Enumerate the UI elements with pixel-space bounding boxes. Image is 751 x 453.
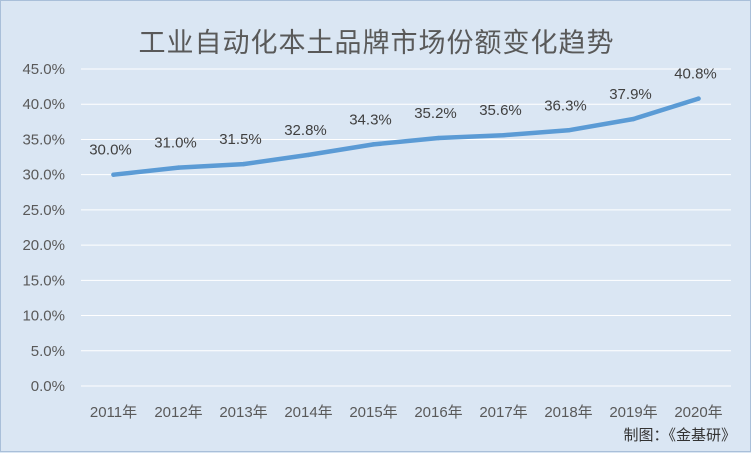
data-label: 35.6%: [479, 102, 522, 119]
data-point: [501, 133, 506, 138]
source-note: 制图：《金基研》: [623, 427, 736, 444]
y-tick-label: 45.0%: [22, 61, 65, 78]
data-point: [371, 142, 376, 147]
data-label: 34.3%: [349, 111, 392, 128]
x-tick-label: 2016年: [414, 404, 462, 421]
y-tick-label: 35.0%: [22, 131, 65, 148]
data-point: [436, 135, 441, 141]
x-tick-label: 2019年: [609, 404, 657, 421]
y-tick-label: 20.0%: [22, 237, 65, 254]
y-tick-label: 10.0%: [22, 308, 65, 325]
x-tick-label: 2018年: [544, 404, 592, 421]
data-label: 31.5%: [219, 131, 262, 148]
x-tick-label: 2020年: [674, 404, 722, 421]
y-tick-label: 5.0%: [31, 343, 65, 360]
data-label: 36.3%: [544, 97, 587, 114]
y-tick-label: 40.0%: [22, 96, 65, 113]
x-tick-label: 2017年: [479, 404, 527, 421]
data-label: 35.2%: [414, 105, 457, 122]
y-tick-label: 15.0%: [22, 272, 65, 289]
data-point: [566, 128, 571, 133]
data-label: 40.8%: [674, 66, 717, 83]
data-label: 30.0%: [89, 142, 132, 159]
x-tick-label: 2011年: [90, 404, 137, 421]
data-label: 31.0%: [154, 135, 197, 152]
chart-title: 工业自动化本土品牌市场份额变化趋势: [138, 28, 615, 58]
data-point: [111, 172, 116, 177]
series-line: [111, 96, 701, 177]
y-tick-label: 0.0%: [31, 378, 65, 395]
data-label: 37.9%: [609, 86, 652, 103]
data-point: [176, 165, 181, 170]
x-tick-label: 2013年: [219, 404, 267, 421]
x-tick-label: 2014年: [284, 404, 332, 421]
y-tick-label: 25.0%: [22, 202, 65, 219]
x-tick-label: 2015年: [349, 404, 397, 421]
x-tick-label: 2012年: [154, 404, 202, 421]
data-point: [241, 161, 246, 167]
y-tick-label: 30.0%: [22, 167, 65, 184]
data-point: [306, 152, 311, 158]
data-label: 32.8%: [284, 122, 327, 139]
data-point: [631, 116, 636, 122]
data-point: [696, 96, 701, 101]
